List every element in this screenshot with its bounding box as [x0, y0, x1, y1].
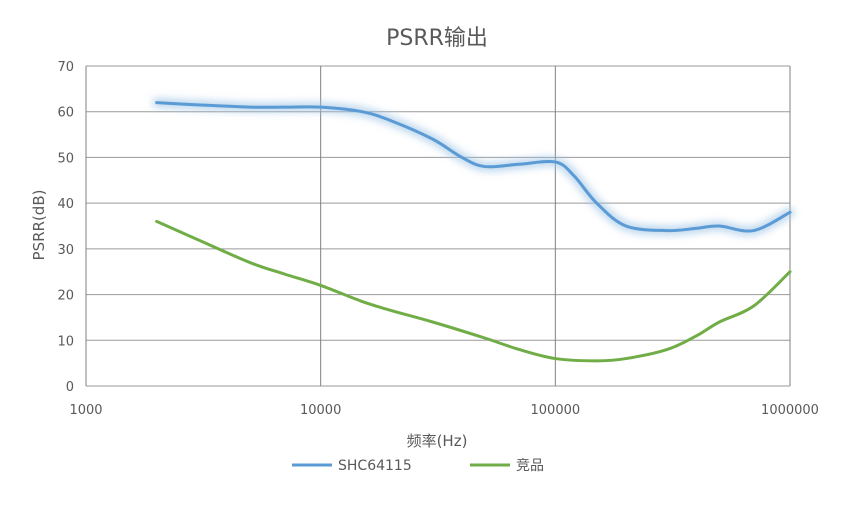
series-glow-0	[152, 98, 795, 236]
x-axis-label: 频率(Hz)	[407, 432, 468, 450]
y-tick-label: 30	[57, 243, 74, 258]
legend-label-0: SHC64115	[338, 458, 412, 474]
y-tick-label: 0	[66, 380, 74, 395]
x-tick-label: 1000000	[761, 403, 819, 418]
y-axis-label: PSRR(dB)	[30, 190, 48, 261]
y-axis-ticks: 0 10 20 30 40 50 60 70	[57, 60, 74, 395]
legend: SHC64115 竞品	[292, 457, 544, 474]
series-line-1	[155, 219, 792, 363]
y-tick-label: 60	[57, 106, 74, 121]
chart-title: PSRR输出	[386, 26, 488, 51]
legend-label-1: 竞品	[516, 457, 544, 474]
y-tick-label: 20	[57, 289, 74, 304]
y-tick-label: 70	[57, 60, 74, 75]
y-tick-label: 40	[57, 197, 74, 212]
series-group	[152, 98, 795, 363]
y-tick-label: 10	[57, 334, 74, 349]
x-axis-ticks: 1000 10000 100000 1000000	[69, 403, 819, 418]
y-tick-label: 50	[57, 151, 74, 166]
x-tick-label: 100000	[531, 403, 581, 418]
x-tick-label: 10000	[300, 403, 341, 418]
series-line-0	[155, 101, 792, 233]
x-tick-label: 1000	[69, 403, 102, 418]
grid	[85, 65, 791, 387]
